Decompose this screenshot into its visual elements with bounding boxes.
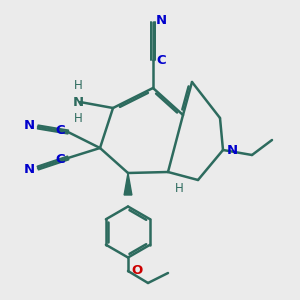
Text: N: N [24, 163, 35, 176]
Text: C: C [56, 124, 65, 137]
Text: N: N [156, 14, 167, 27]
Text: N: N [24, 119, 35, 132]
Polygon shape [124, 173, 132, 195]
Text: C: C [156, 53, 166, 67]
Text: N: N [226, 143, 238, 157]
Text: N: N [73, 95, 84, 109]
Text: H: H [74, 80, 83, 92]
Text: C: C [56, 153, 65, 166]
Text: O: O [132, 265, 143, 278]
Text: H: H [175, 182, 184, 194]
Text: H: H [74, 112, 83, 124]
